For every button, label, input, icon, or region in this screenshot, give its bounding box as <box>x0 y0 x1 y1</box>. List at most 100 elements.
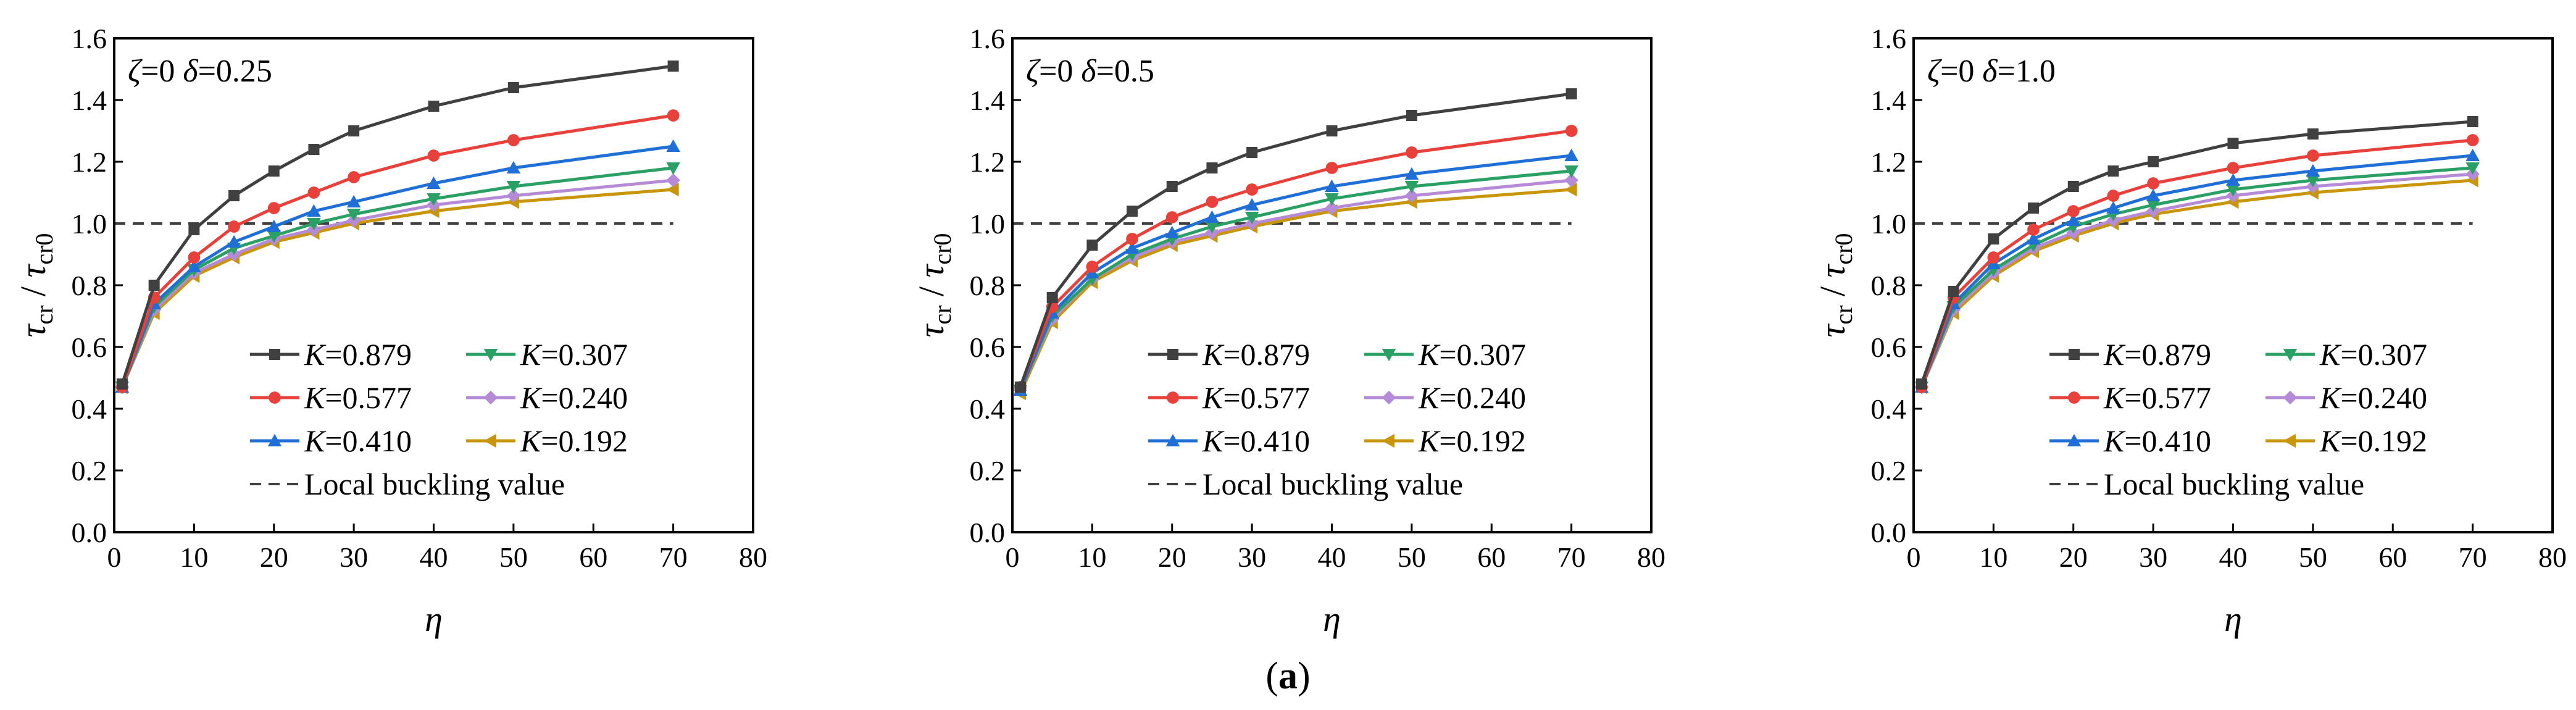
annotation-part: δ <box>1081 54 1096 89</box>
legend-label-value: =0.307 <box>1439 337 1526 372</box>
data-point <box>307 218 321 231</box>
data-point <box>1206 162 1218 173</box>
x-tick-label: 40 <box>420 541 448 573</box>
annotation: ζ=0 δ=0.25 <box>128 54 272 89</box>
data-point <box>1325 179 1339 192</box>
data-point <box>1125 241 1140 254</box>
legend-label-value: =0.307 <box>541 337 628 372</box>
y-axis-label-part: cr0 <box>30 233 58 265</box>
x-tick-label: 70 <box>2459 541 2487 573</box>
legend-label: K=0.577 <box>304 380 412 415</box>
legend-entry: K=0.192 <box>466 424 628 458</box>
legend-label-k: K <box>2103 424 2126 458</box>
series-1 <box>1014 88 1577 393</box>
legend-label-k: K <box>520 380 543 415</box>
y-axis-label-part: / <box>911 277 951 305</box>
y-tick-label: 1.2 <box>970 146 1006 178</box>
series-line <box>120 64 673 385</box>
legend-entry: K=0.410 <box>2049 424 2211 458</box>
data-point <box>346 209 361 222</box>
data-point <box>507 82 519 93</box>
data-point <box>2466 148 2480 161</box>
legend-label-value: =0.879 <box>325 337 412 372</box>
x-tick-label: 70 <box>1557 541 1586 573</box>
legend-entry: K=0.240 <box>2265 380 2427 415</box>
y-tick-label: 0.0 <box>970 517 1006 548</box>
legend-entry: K=0.192 <box>2265 424 2427 458</box>
annotation-part: δ <box>1982 54 1998 89</box>
legend-label-value: =0.240 <box>2340 380 2427 415</box>
legend-label: K=0.410 <box>304 424 412 458</box>
data-point <box>1206 196 1219 208</box>
data-point <box>1564 173 1578 188</box>
data-point <box>1205 221 1219 234</box>
x-tick-label: 40 <box>2219 541 2248 573</box>
x-tick-label: 30 <box>1238 541 1266 573</box>
data-point <box>2067 205 2080 217</box>
legend-label-k: K <box>1418 380 1441 415</box>
data-point <box>1205 210 1219 223</box>
legend-label: K=0.410 <box>1202 424 1310 458</box>
annotation-part: δ <box>183 54 198 89</box>
plot-frame <box>1912 37 2554 533</box>
x-tick-label: 0 <box>1006 541 1020 573</box>
legend-label-k: K <box>1202 424 1225 458</box>
legend-label-value: =0.192 <box>2340 424 2427 458</box>
x-tick-label: 20 <box>2059 541 2088 573</box>
data-point <box>2067 181 2079 192</box>
legend-label: K=0.879 <box>2103 337 2211 372</box>
data-point <box>667 109 680 122</box>
x-tick-label: 80 <box>739 541 767 573</box>
legend-swatch-marker <box>483 349 498 362</box>
legend-label: K=0.410 <box>2103 424 2211 458</box>
x-tick-label: 80 <box>2538 541 2567 573</box>
legend-label-value: =0.240 <box>1439 380 1526 415</box>
series-line <box>1019 188 1572 395</box>
series-line <box>1920 138 2473 388</box>
data-point <box>228 190 240 201</box>
data-point <box>267 230 281 243</box>
legend-entry: K=0.240 <box>466 380 628 415</box>
data-point <box>1086 240 1098 251</box>
legend-label-value: =0.192 <box>541 424 628 458</box>
chart-panel-2: 0 10 20 30 40 50 60 70 80 0.0 0.2 0.4 0.6 0.8 1.0 1.2 1.… <box>911 23 1665 639</box>
y-tick-label: 1.6 <box>72 23 107 54</box>
data-point <box>2028 203 2040 214</box>
legend-swatch-marker <box>483 433 496 448</box>
legend-entry: K=0.307 <box>466 337 628 372</box>
data-point <box>1086 261 1099 273</box>
legend-label: K=0.879 <box>1202 337 1310 372</box>
legend-swatch-marker <box>269 349 280 360</box>
data-point <box>308 144 320 155</box>
y-tick-label: 0.6 <box>970 332 1006 363</box>
data-point <box>1014 382 1026 393</box>
series-line <box>1920 154 2473 388</box>
legend-label-k: K <box>2103 380 2126 415</box>
x-axis-label: η <box>425 599 443 639</box>
legend-label: K=0.240 <box>520 380 628 415</box>
legend-label-k: K <box>304 424 327 458</box>
data-point <box>1325 162 1338 174</box>
data-point <box>1404 167 1419 180</box>
y-tick-label: 0.8 <box>970 270 1006 301</box>
data-point <box>1915 378 1927 390</box>
series-line <box>1920 172 2473 388</box>
legend-label: K=0.240 <box>2319 380 2427 415</box>
annotation-part: ζ <box>1927 54 1942 89</box>
legend-entry: K=0.240 <box>1364 380 1526 415</box>
plot-frame <box>113 37 754 533</box>
legend-swatch-marker <box>2068 391 2080 404</box>
legend-entry: K=0.410 <box>1148 424 1310 458</box>
data-point <box>227 235 241 248</box>
data-point <box>2226 184 2240 197</box>
annotation-part: =0 <box>141 54 183 89</box>
legend-entry: K=0.577 <box>2049 380 2211 415</box>
legend-label-value: =0.192 <box>1439 424 1526 458</box>
data-point <box>427 193 441 206</box>
data-point <box>228 220 240 233</box>
x-tick-label: 10 <box>180 541 208 573</box>
series-line <box>1019 154 1572 391</box>
data-point <box>506 161 521 173</box>
data-point <box>1987 251 2000 264</box>
